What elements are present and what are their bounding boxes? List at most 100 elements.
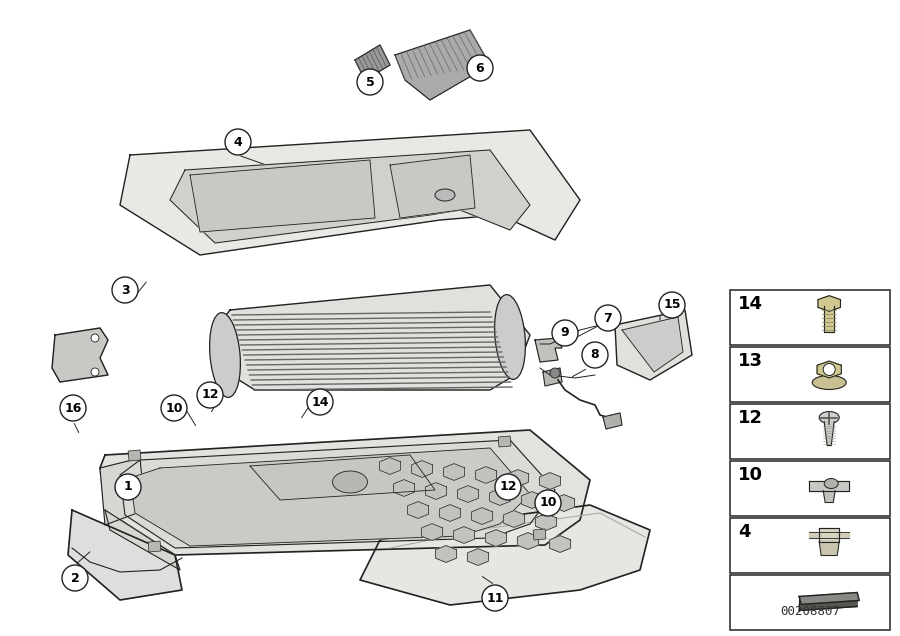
Polygon shape [468, 549, 489, 565]
Polygon shape [105, 510, 180, 570]
Text: 14: 14 [738, 295, 763, 313]
Bar [730, 518, 890, 573]
Text: 00208807: 00208807 [780, 605, 840, 618]
Polygon shape [390, 155, 475, 218]
Text: 12: 12 [500, 481, 517, 494]
Polygon shape [100, 430, 590, 555]
Circle shape [595, 305, 621, 331]
Ellipse shape [495, 294, 526, 379]
Circle shape [550, 368, 560, 378]
Text: 1: 1 [123, 481, 132, 494]
Text: 4: 4 [234, 135, 242, 148]
Text: 10: 10 [539, 497, 557, 509]
Text: 9: 9 [561, 326, 570, 340]
Text: 6: 6 [476, 62, 484, 74]
Text: 4: 4 [738, 523, 751, 541]
Bar [730, 461, 890, 516]
Polygon shape [522, 492, 543, 508]
Polygon shape [100, 458, 145, 525]
Text: 16: 16 [64, 401, 82, 415]
Polygon shape [818, 296, 829, 303]
Polygon shape [819, 541, 839, 555]
Text: 2: 2 [70, 572, 79, 584]
Polygon shape [818, 303, 829, 311]
Polygon shape [170, 150, 530, 243]
Polygon shape [824, 305, 834, 331]
Circle shape [307, 389, 333, 415]
Polygon shape [540, 473, 561, 489]
Text: 12: 12 [738, 409, 763, 427]
Polygon shape [504, 511, 525, 527]
Polygon shape [454, 527, 474, 543]
Polygon shape [535, 338, 562, 362]
Polygon shape [603, 413, 622, 429]
Circle shape [115, 474, 141, 500]
Text: 8: 8 [590, 349, 599, 361]
Polygon shape [130, 448, 530, 546]
Polygon shape [250, 455, 435, 500]
Polygon shape [426, 483, 446, 499]
Bar [730, 575, 890, 630]
Polygon shape [408, 502, 428, 518]
Polygon shape [536, 514, 556, 530]
Circle shape [161, 395, 187, 421]
Polygon shape [819, 527, 839, 541]
Polygon shape [411, 460, 432, 478]
Polygon shape [817, 370, 829, 378]
Circle shape [824, 364, 835, 375]
Polygon shape [550, 536, 571, 553]
Polygon shape [190, 160, 375, 232]
Circle shape [552, 320, 578, 346]
Polygon shape [829, 303, 841, 311]
Text: 5: 5 [365, 76, 374, 88]
Circle shape [582, 342, 608, 368]
Polygon shape [818, 300, 829, 307]
Text: 14: 14 [311, 396, 328, 408]
Polygon shape [809, 481, 850, 490]
Polygon shape [490, 488, 510, 506]
Ellipse shape [812, 375, 846, 389]
Polygon shape [436, 546, 456, 562]
Polygon shape [457, 486, 479, 502]
Text: 10: 10 [166, 401, 183, 415]
Circle shape [535, 490, 561, 516]
Bar [730, 290, 890, 345]
Polygon shape [824, 490, 835, 502]
Polygon shape [817, 365, 829, 374]
Circle shape [91, 334, 99, 342]
Ellipse shape [819, 411, 839, 424]
Circle shape [62, 565, 88, 591]
Polygon shape [799, 600, 857, 611]
Polygon shape [622, 317, 683, 372]
Polygon shape [829, 370, 842, 378]
Circle shape [112, 277, 138, 303]
Polygon shape [817, 361, 829, 370]
Polygon shape [68, 510, 182, 600]
Text: 10: 10 [738, 466, 763, 484]
Bar [498, 436, 511, 447]
Polygon shape [444, 464, 464, 480]
Bar [148, 541, 161, 552]
Polygon shape [395, 30, 490, 100]
Polygon shape [508, 469, 528, 487]
Polygon shape [829, 365, 842, 374]
Text: 13: 13 [738, 352, 763, 370]
Polygon shape [824, 422, 834, 445]
Text: 3: 3 [121, 284, 130, 296]
Circle shape [482, 585, 508, 611]
Polygon shape [543, 368, 562, 386]
Polygon shape [120, 130, 580, 255]
Polygon shape [360, 505, 650, 605]
Ellipse shape [210, 313, 240, 398]
Text: 7: 7 [604, 312, 612, 324]
Polygon shape [472, 508, 492, 525]
Text: 12: 12 [202, 389, 219, 401]
Polygon shape [393, 480, 414, 497]
Polygon shape [475, 467, 497, 483]
Polygon shape [829, 300, 841, 307]
Bar [533, 529, 546, 540]
Circle shape [659, 292, 685, 318]
Circle shape [60, 395, 86, 421]
Polygon shape [421, 523, 443, 541]
Bar [730, 404, 890, 459]
